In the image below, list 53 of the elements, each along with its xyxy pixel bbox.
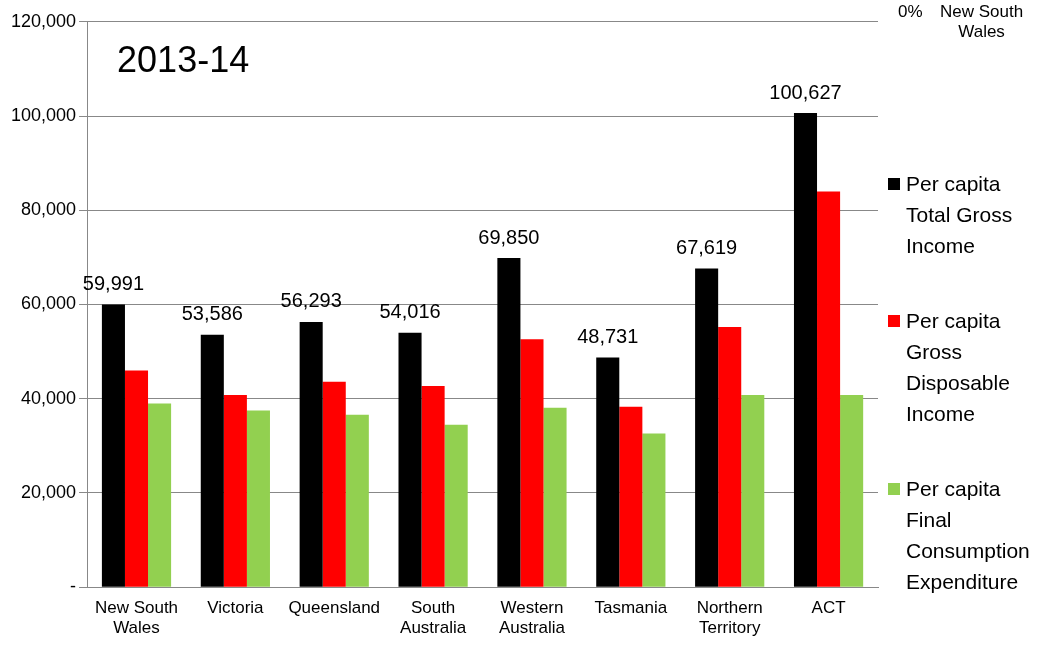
data-label: 56,293 [280, 289, 342, 312]
y-tick-label: - [70, 576, 77, 597]
y-tick-label: 60,000 [21, 293, 77, 314]
x-tick-label: Victoria [207, 598, 265, 618]
bar [322, 381, 346, 587]
y-tick-label: 120,000 [10, 10, 77, 31]
bar [619, 406, 643, 587]
y-tick-label: 80,000 [21, 199, 77, 220]
x-tick-label: South Australia [400, 598, 467, 638]
x-tick-label: New South Wales [94, 598, 179, 638]
bar [817, 191, 841, 587]
bar [299, 321, 323, 587]
bar [596, 357, 620, 587]
bar [840, 394, 864, 587]
bar [695, 268, 719, 587]
bar [718, 327, 742, 587]
bar [741, 394, 765, 587]
x-tick-label: ACT [811, 598, 846, 618]
legend-label: Per capita Final Consumption Expenditure [906, 476, 1031, 595]
bar [398, 332, 422, 587]
bar [793, 113, 818, 587]
y-tick-label: 40,000 [21, 387, 77, 408]
bar [520, 339, 544, 587]
text: 0% [898, 2, 923, 23]
legend-label: Per capita Total Gross Income [906, 171, 1014, 259]
data-label: 100,627 [769, 80, 842, 103]
annotation: 2013-14 [117, 38, 250, 80]
data-label: 59,991 [82, 272, 145, 295]
data-label: 69,850 [478, 225, 540, 248]
bar [200, 334, 224, 587]
x-tick-label: Queensland [288, 598, 381, 618]
bar [148, 403, 172, 587]
bar [543, 407, 567, 587]
data-label: 67,619 [676, 236, 738, 259]
x-tick-label: Northern Territory [696, 598, 763, 638]
bar [421, 386, 445, 587]
legend-label: Per capita Gross Disposable Income [906, 308, 1011, 427]
text: New South Wales [939, 2, 1025, 42]
bar [444, 424, 468, 587]
x-tick-label: Western Australia [498, 598, 566, 638]
bar [101, 304, 125, 587]
bar [497, 258, 521, 587]
bar [223, 394, 247, 587]
data-label: 54,016 [379, 300, 441, 323]
y-tick-label: 20,000 [21, 481, 77, 502]
data-label: 53,586 [181, 302, 243, 325]
y-tick-label: 100,000 [10, 105, 77, 125]
data-label: 48,731 [577, 325, 639, 348]
bar [642, 433, 666, 587]
bar [345, 414, 369, 587]
bar [124, 370, 149, 587]
x-tick-label: Tasmania [594, 598, 668, 618]
bar [246, 410, 270, 587]
